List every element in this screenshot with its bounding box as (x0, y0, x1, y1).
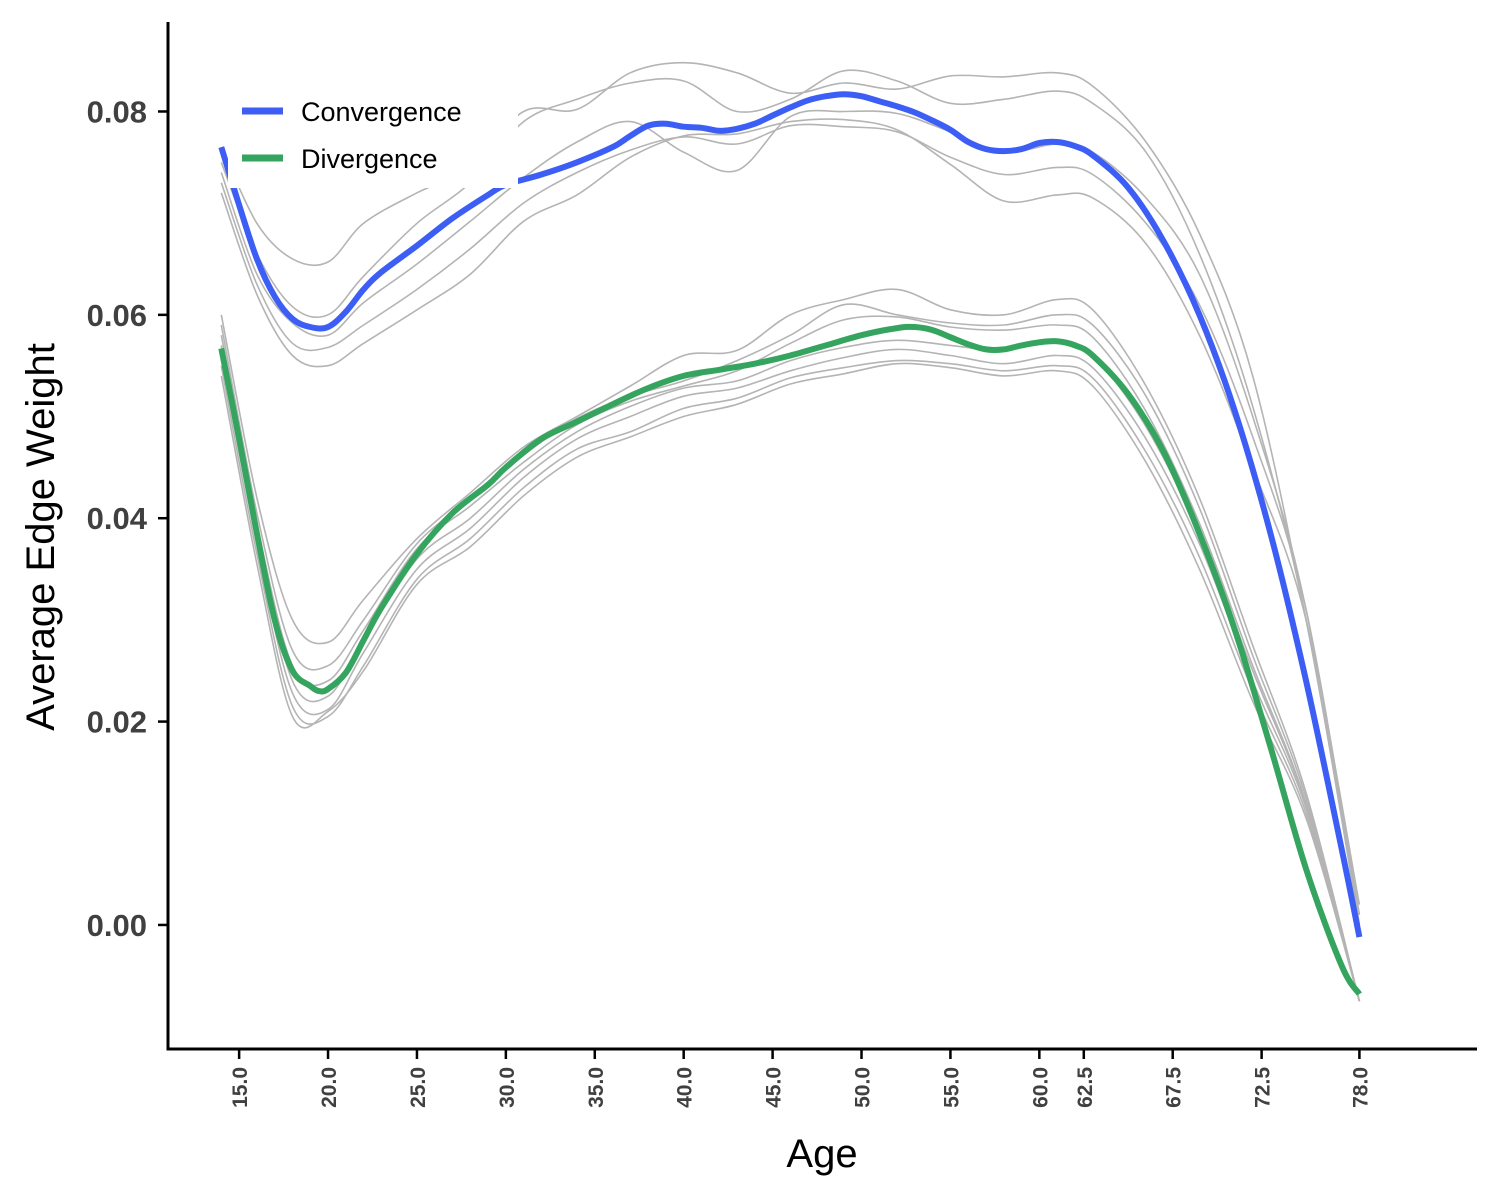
x-tick-label: 55.0 (940, 1067, 963, 1108)
legend-label-convergence: Convergence (301, 97, 462, 127)
x-tick-label: 72.5 (1252, 1067, 1275, 1108)
x-tick-label: 20.0 (318, 1067, 341, 1108)
individual-line-4 (220, 123, 1361, 915)
x-axis-title: Age (786, 1132, 857, 1176)
y-tick-label: 0.02 (87, 705, 147, 740)
individual-line-3 (220, 109, 1361, 926)
individual-lines (220, 61, 1361, 1002)
individual-line-12 (220, 362, 1361, 1002)
legend: Convergence Divergence (228, 84, 518, 188)
individual-line-6 (220, 288, 1361, 1002)
series-line-divergence (218, 323, 1362, 996)
individual-line-1 (220, 61, 1361, 915)
x-tick-label: 40.0 (674, 1067, 697, 1108)
x-axis-ticks: 15.0 20.0 25.0 30.0 35.0 40.0 45.0 50.0 55.0 60.0… (229, 1049, 1372, 1108)
series-line-convergence (218, 91, 1363, 938)
x-tick-label: 25.0 (407, 1067, 430, 1108)
x-tick-label: 15.0 (229, 1067, 252, 1108)
x-tick-label: 45.0 (763, 1067, 786, 1108)
y-axis-title: Average Edge Weight (19, 343, 63, 731)
y-tick-label: 0.08 (87, 94, 147, 129)
legend-label-divergence: Divergence (301, 144, 438, 174)
y-tick-label: 0.00 (87, 908, 147, 943)
y-tick-label: 0.04 (87, 501, 148, 536)
individual-line-2 (220, 69, 1361, 926)
individual-line-10 (220, 348, 1361, 1002)
individual-line-11 (220, 359, 1361, 1002)
x-tick-label: 67.5 (1163, 1067, 1186, 1108)
x-tick-label: 30.0 (496, 1067, 519, 1108)
x-tick-label: 35.0 (585, 1067, 608, 1108)
individual-line-7 (220, 303, 1361, 1002)
y-tick-label: 0.06 (87, 298, 147, 333)
individual-line-5 (220, 118, 1361, 905)
y-axis-ticks: 0.00 0.02 0.04 0.06 0.08 (87, 94, 168, 943)
individual-line-8 (220, 315, 1361, 1002)
x-tick-label: 60.0 (1029, 1067, 1052, 1108)
x-tick-label: 78.0 (1349, 1067, 1372, 1108)
x-tick-label: 50.0 (852, 1067, 875, 1108)
series-lines (218, 91, 1363, 996)
x-tick-label: 62.5 (1074, 1067, 1097, 1108)
legend-background (228, 84, 518, 188)
individual-line-9 (220, 339, 1361, 1002)
